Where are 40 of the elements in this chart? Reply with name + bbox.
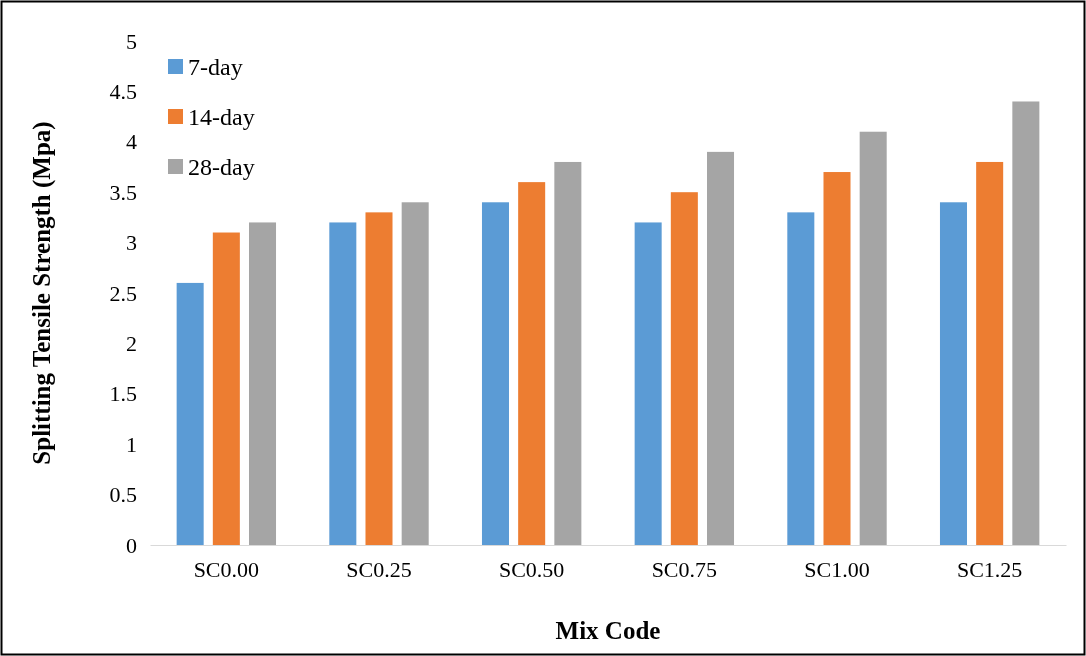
legend-label: 28-day — [188, 154, 255, 181]
y-tick-label: 2 — [126, 330, 137, 356]
bar — [787, 212, 815, 545]
bar — [554, 161, 582, 545]
y-axis-title: Splitting Tensile Strength (Mpa) — [28, 121, 56, 465]
y-tick-label: 3.5 — [109, 179, 137, 205]
x-tick-label: SC0.50 — [498, 556, 565, 582]
y-tick-label: 1.5 — [109, 381, 137, 407]
bar — [823, 172, 851, 545]
bar — [707, 151, 735, 545]
bar — [329, 222, 357, 545]
y-tick-label: 0.5 — [109, 482, 137, 508]
bar — [634, 222, 662, 545]
x-axis-title: Mix Code — [555, 617, 661, 644]
x-tick-label: SC1.25 — [956, 556, 1023, 582]
x-tick-label: SC0.00 — [193, 556, 260, 582]
y-tick-label: 3 — [126, 230, 137, 256]
bar — [1012, 101, 1040, 545]
x-tick-label: SC0.25 — [346, 556, 412, 582]
x-tick-label: SC0.75 — [651, 556, 718, 582]
legend-label: 7-day — [188, 54, 243, 81]
y-tick-label: 4 — [126, 129, 137, 155]
y-tick-label: 1 — [126, 431, 137, 457]
bar — [481, 202, 509, 545]
bar — [859, 131, 887, 545]
bar — [176, 282, 204, 545]
bar — [249, 222, 277, 545]
bar — [939, 202, 967, 545]
bar — [670, 192, 698, 545]
y-tick-label: 2.5 — [109, 280, 137, 306]
bar — [212, 232, 240, 545]
bar — [518, 182, 546, 545]
bar — [976, 161, 1004, 545]
legend-label: 14-day — [188, 104, 255, 131]
y-tick-label: 0 — [126, 532, 137, 558]
x-tick-label: SC1.00 — [804, 556, 870, 582]
bar — [401, 202, 429, 545]
y-tick-label: 4.5 — [109, 78, 137, 104]
y-tick-label: 5 — [126, 28, 137, 54]
bar — [365, 212, 393, 545]
